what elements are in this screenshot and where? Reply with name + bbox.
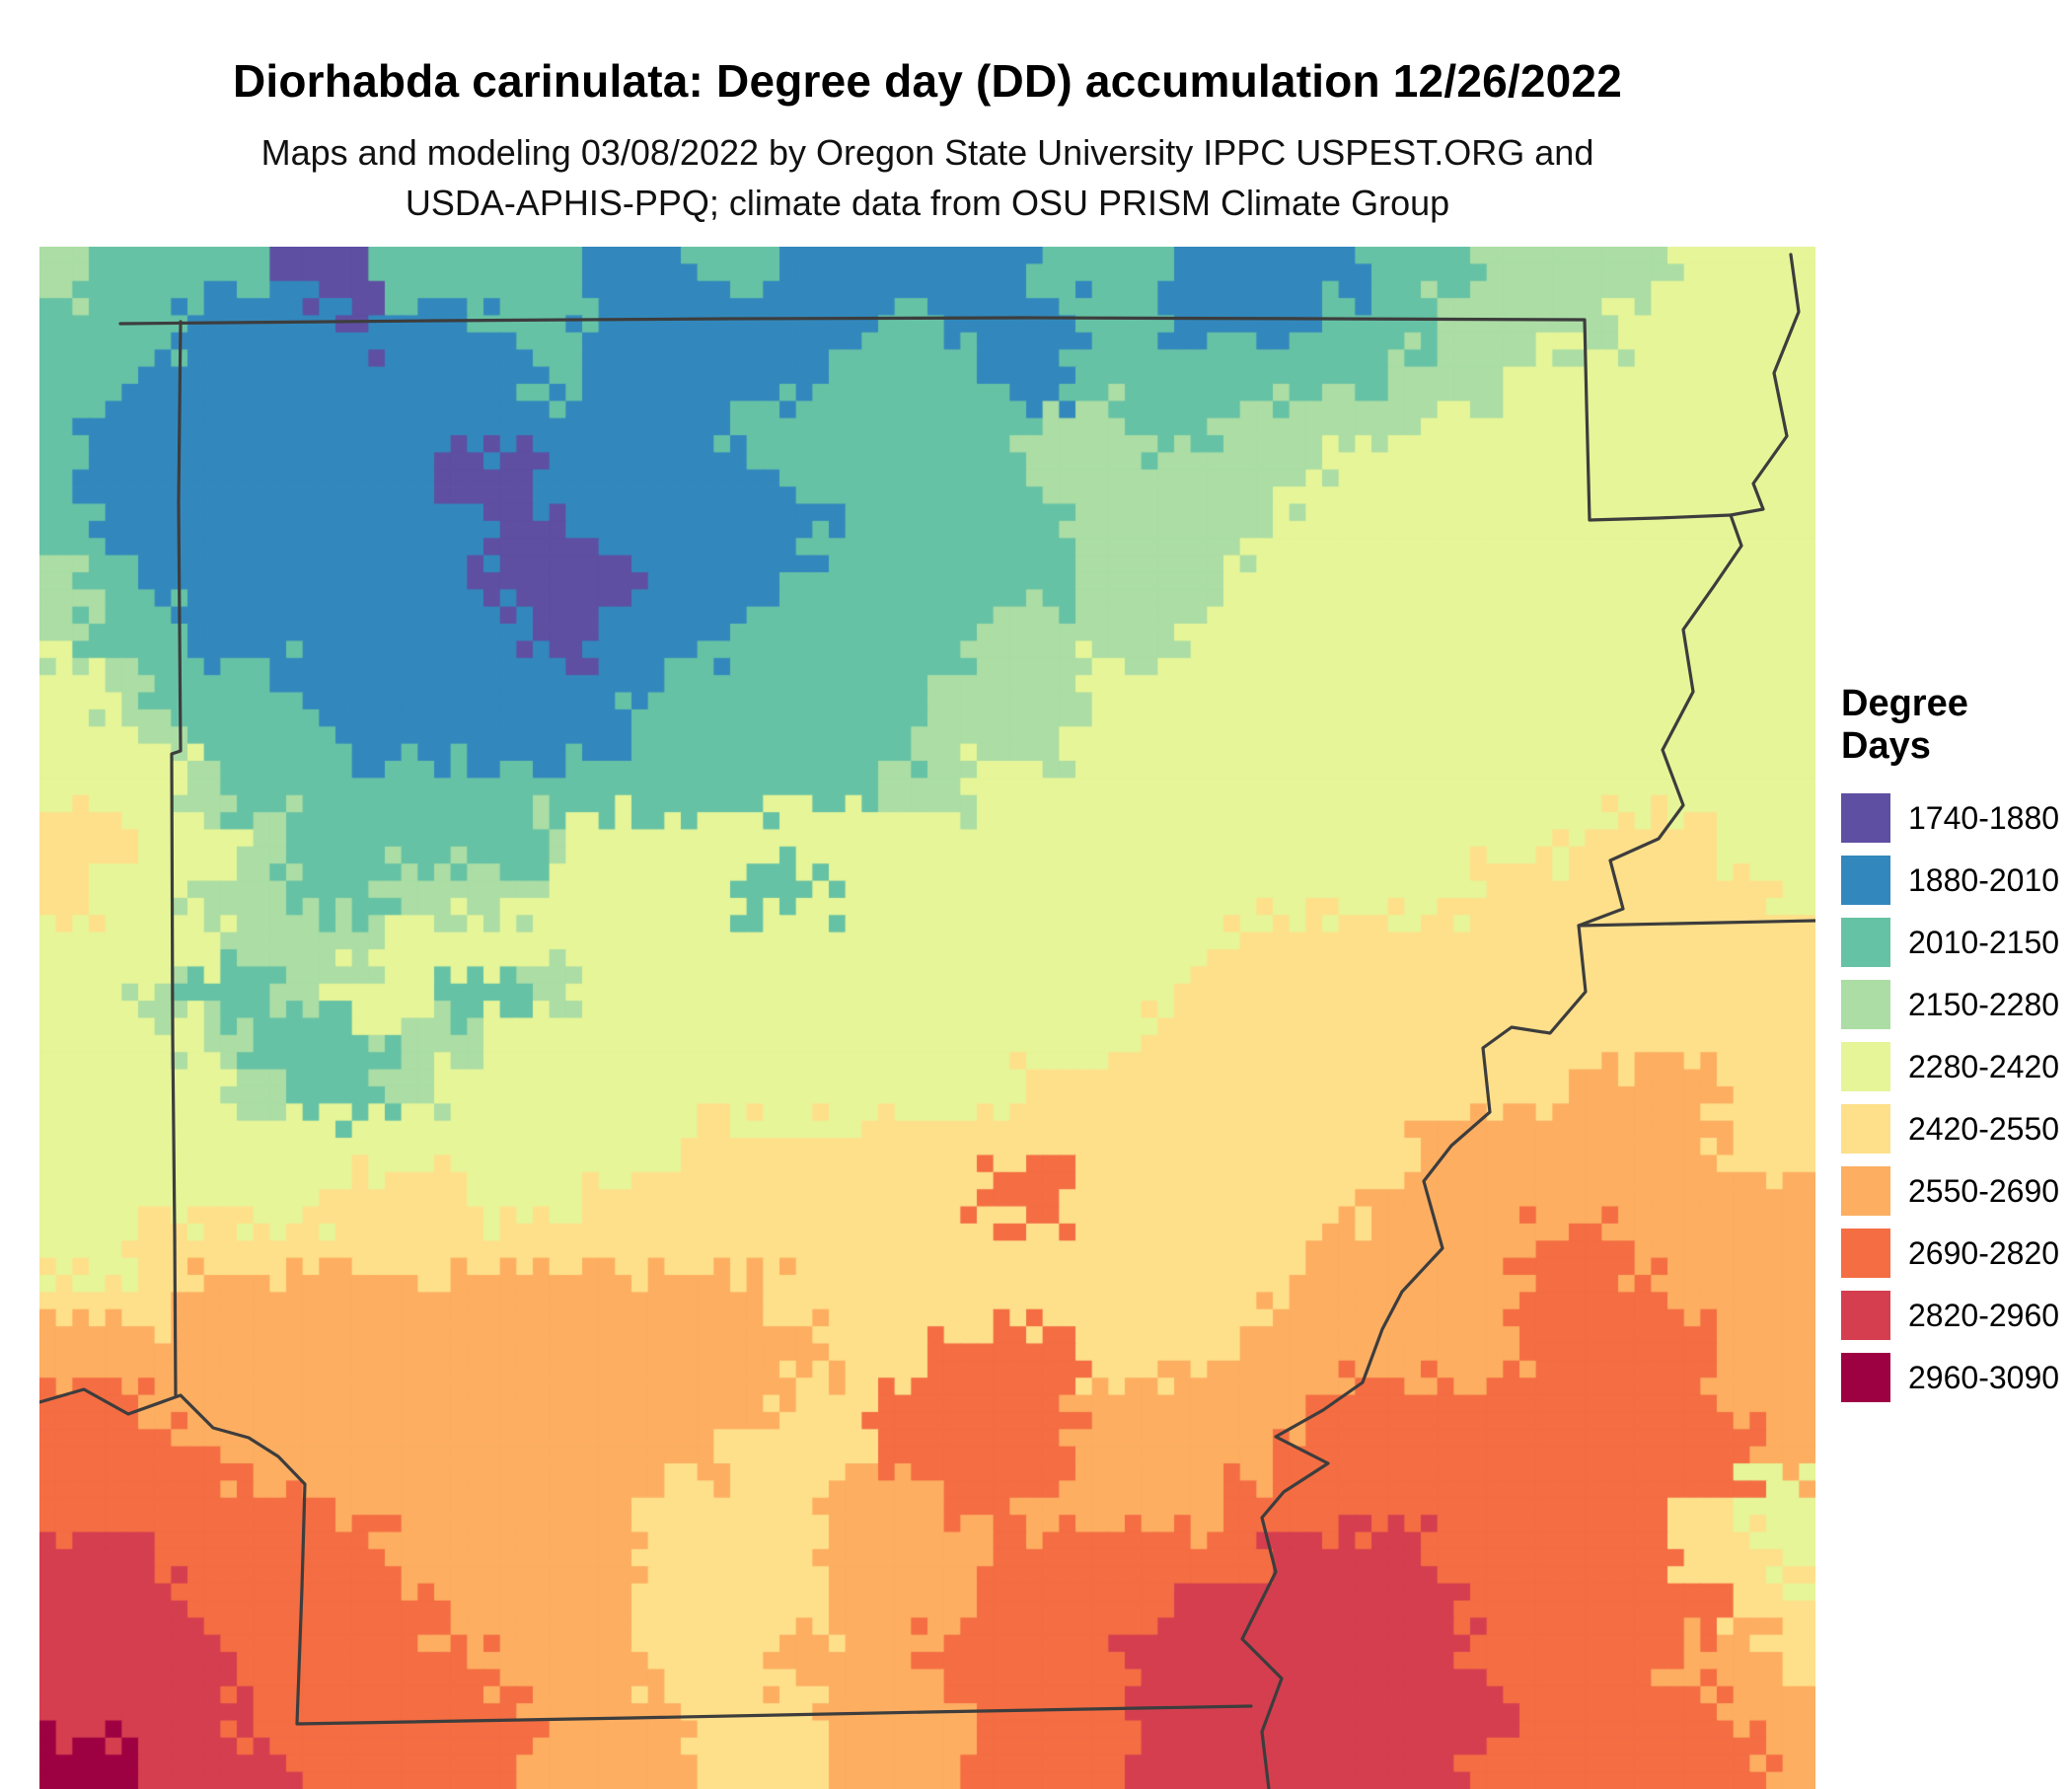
tennessee-mississippi-border xyxy=(1577,919,1815,928)
header: Diorhabda carinulata: Degree day (DD) ac… xyxy=(39,0,1815,228)
legend-label: 2150-2280 xyxy=(1908,986,2060,1022)
red-river-texas-louisiana-border xyxy=(39,1387,1253,1726)
legend-label: 2010-2150 xyxy=(1908,924,2060,960)
legend-swatch xyxy=(1841,1166,1890,1216)
legend-label: 2550-2690 xyxy=(1908,1172,2060,1209)
legend-swatch xyxy=(1841,980,1890,1029)
missouri-arkansas-border xyxy=(118,316,1733,522)
legend-swatch xyxy=(1841,1042,1890,1091)
state-borders-overlay xyxy=(39,253,1815,1789)
map-area xyxy=(39,247,1815,1789)
legend-swatch xyxy=(1841,856,1890,905)
degree-day-raster-map xyxy=(39,247,1815,1789)
legend-label: 2960-3090 xyxy=(1908,1359,2060,1395)
legend-title: Degree Days xyxy=(1841,683,1968,767)
subtitle-line-2: USDA-APHIS-PPQ; climate data from OSU PR… xyxy=(405,183,1450,224)
legend-row: 2820-2960 xyxy=(1841,1291,2068,1340)
legend-label: 2420-2550 xyxy=(1908,1110,2060,1147)
legend-row: 2550-2690 xyxy=(1841,1166,2068,1216)
legend-row: 2010-2150 xyxy=(1841,918,2068,967)
legend-row: 2150-2280 xyxy=(1841,980,2068,1029)
legend-label: 2690-2820 xyxy=(1908,1234,2060,1271)
legend-swatch xyxy=(1841,1229,1890,1278)
legend-swatch xyxy=(1841,1291,1890,1340)
mississippi-river-border xyxy=(1240,253,1801,1789)
page-title: Diorhabda carinulata: Degree day (DD) ac… xyxy=(232,55,1622,107)
legend-row: 1880-2010 xyxy=(1841,856,2068,905)
legend-swatch xyxy=(1841,918,1890,967)
subtitle-line-1: Maps and modeling 03/08/2022 by Oregon S… xyxy=(260,132,1594,173)
legend-swatch xyxy=(1841,1353,1890,1402)
legend-label: 1880-2010 xyxy=(1908,861,2060,898)
legend-swatch xyxy=(1841,1104,1890,1154)
legend-row: 2690-2820 xyxy=(1841,1229,2068,1278)
legend-label: 2280-2420 xyxy=(1908,1048,2060,1084)
legend-row: 2280-2420 xyxy=(1841,1042,2068,1091)
legend-swatch xyxy=(1841,793,1890,843)
legend-row: 1740-1880 xyxy=(1841,793,2068,843)
legend-label: 1740-1880 xyxy=(1908,799,2060,836)
legend-row: 2420-2550 xyxy=(1841,1104,2068,1154)
legend-row: 2960-3090 xyxy=(1841,1353,2068,1402)
oklahoma-arkansas-border xyxy=(170,320,183,1397)
subtitle: Maps and modeling 03/08/2022 by Oregon S… xyxy=(39,127,1815,228)
legend-label: 2820-2960 xyxy=(1908,1297,2060,1333)
legend: Degree Days 1740-1880 1880-2010 2010-215… xyxy=(1841,683,2068,1415)
